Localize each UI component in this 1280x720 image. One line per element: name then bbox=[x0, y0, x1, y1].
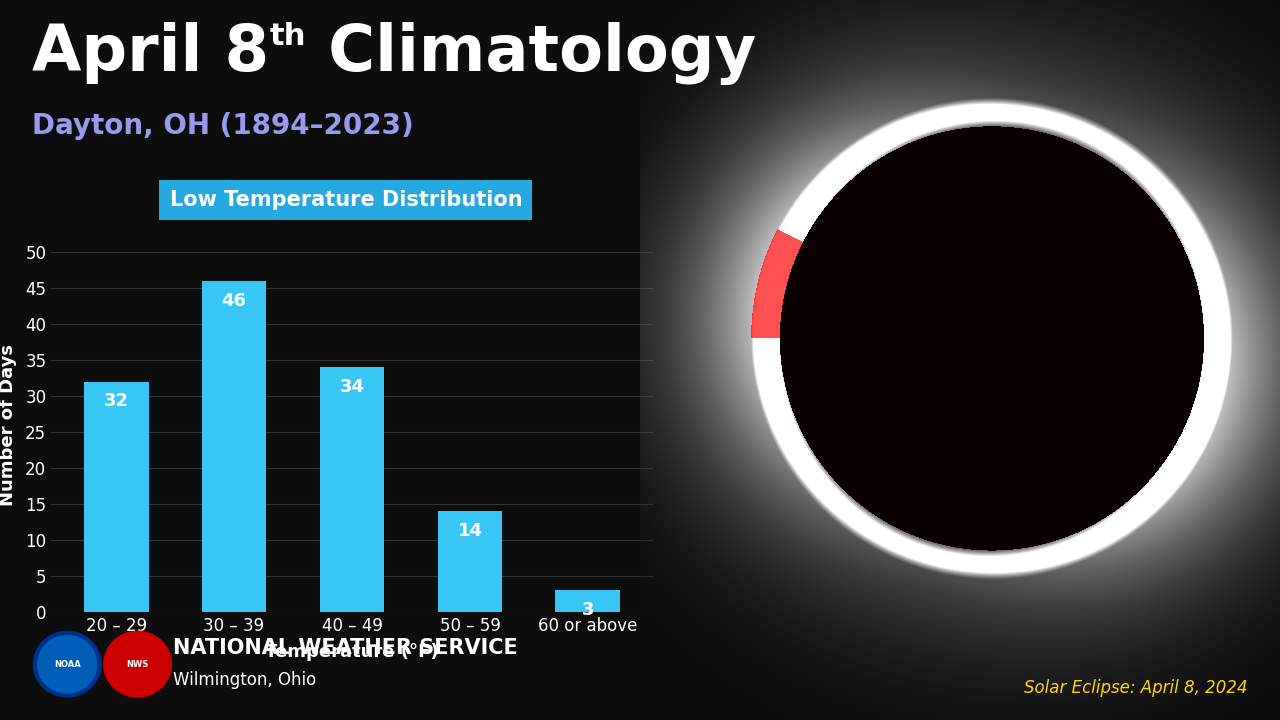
X-axis label: Temperature (°F): Temperature (°F) bbox=[265, 643, 439, 661]
Y-axis label: Number of Days: Number of Days bbox=[0, 343, 17, 505]
Bar bbox=[556, 590, 621, 612]
Text: Wilmington, Ohio: Wilmington, Ohio bbox=[173, 671, 316, 690]
Text: Climatology: Climatology bbox=[306, 22, 755, 85]
Text: 34: 34 bbox=[339, 378, 365, 396]
Bar bbox=[438, 511, 502, 612]
Text: 46: 46 bbox=[221, 292, 247, 310]
Text: NWS: NWS bbox=[127, 660, 148, 669]
Text: Low Temperature Distribution: Low Temperature Distribution bbox=[170, 190, 522, 210]
Text: NOAA: NOAA bbox=[54, 660, 81, 669]
Text: April 8: April 8 bbox=[32, 22, 269, 84]
Text: Dayton, OH (1894–2023): Dayton, OH (1894–2023) bbox=[32, 112, 413, 140]
Bar bbox=[320, 367, 384, 612]
Circle shape bbox=[37, 636, 97, 693]
Text: 14: 14 bbox=[457, 522, 483, 540]
Text: th: th bbox=[269, 22, 306, 50]
Circle shape bbox=[33, 631, 101, 697]
Circle shape bbox=[104, 631, 172, 697]
Bar bbox=[83, 382, 148, 612]
Text: 32: 32 bbox=[104, 392, 128, 410]
Text: Solar Eclipse: April 8, 2024: Solar Eclipse: April 8, 2024 bbox=[1024, 678, 1248, 697]
Bar bbox=[202, 281, 266, 612]
Text: 3: 3 bbox=[581, 601, 594, 619]
Text: NATIONAL WEATHER SERVICE: NATIONAL WEATHER SERVICE bbox=[173, 638, 517, 658]
